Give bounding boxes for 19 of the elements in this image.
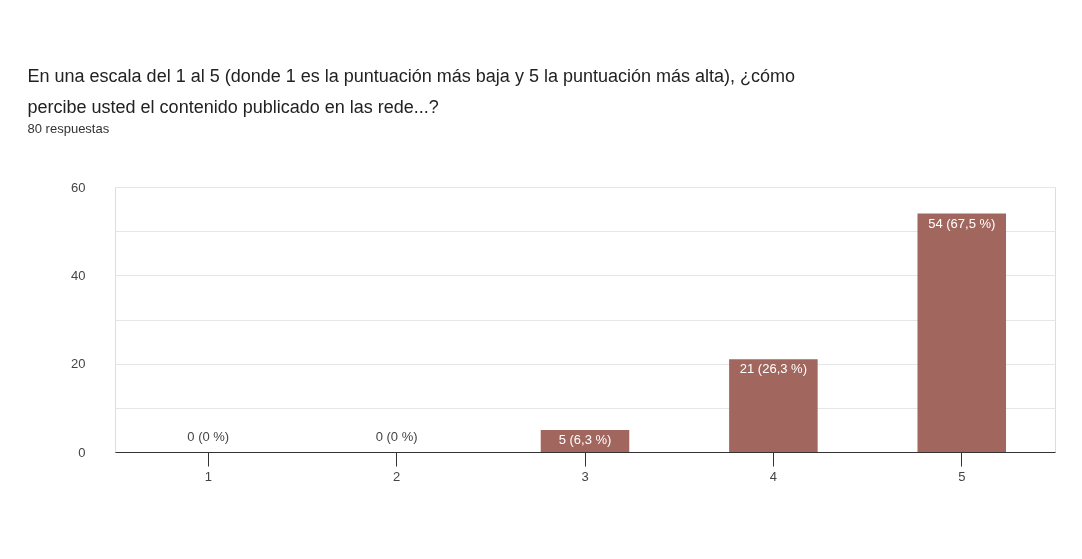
x-tick-label: 5	[958, 468, 966, 484]
text: percibe usted el contenido publicado en las rede...?	[27, 97, 439, 117]
data-label: 0 (0 %)	[187, 429, 230, 444]
x-tick-label: 3	[581, 468, 589, 484]
chart-subtitle: 80 respuestas	[27, 121, 110, 136]
x-tick-label: 4	[769, 468, 777, 484]
data-label: 0 (0 %)	[375, 429, 418, 444]
text: En una escala del 1 al 5 (donde 1 es la puntuación más baja y 5 la puntuación más alta), ¿cómo	[27, 66, 796, 86]
y-tick-label: 60	[71, 179, 86, 195]
bar	[729, 359, 818, 452]
x-tick-label: 2	[393, 468, 401, 484]
y-tick-label: 0	[78, 444, 86, 460]
bar	[917, 213, 1007, 452]
y-tick-label: 40	[71, 267, 86, 283]
x-tick-label: 1	[204, 468, 212, 484]
data-label: 21 (26,3 %)	[739, 361, 807, 377]
y-tick-label: 20	[71, 356, 86, 372]
data-label: 54 (67,5 %)	[928, 215, 996, 231]
data-label: 5 (6,3 %)	[558, 431, 612, 447]
